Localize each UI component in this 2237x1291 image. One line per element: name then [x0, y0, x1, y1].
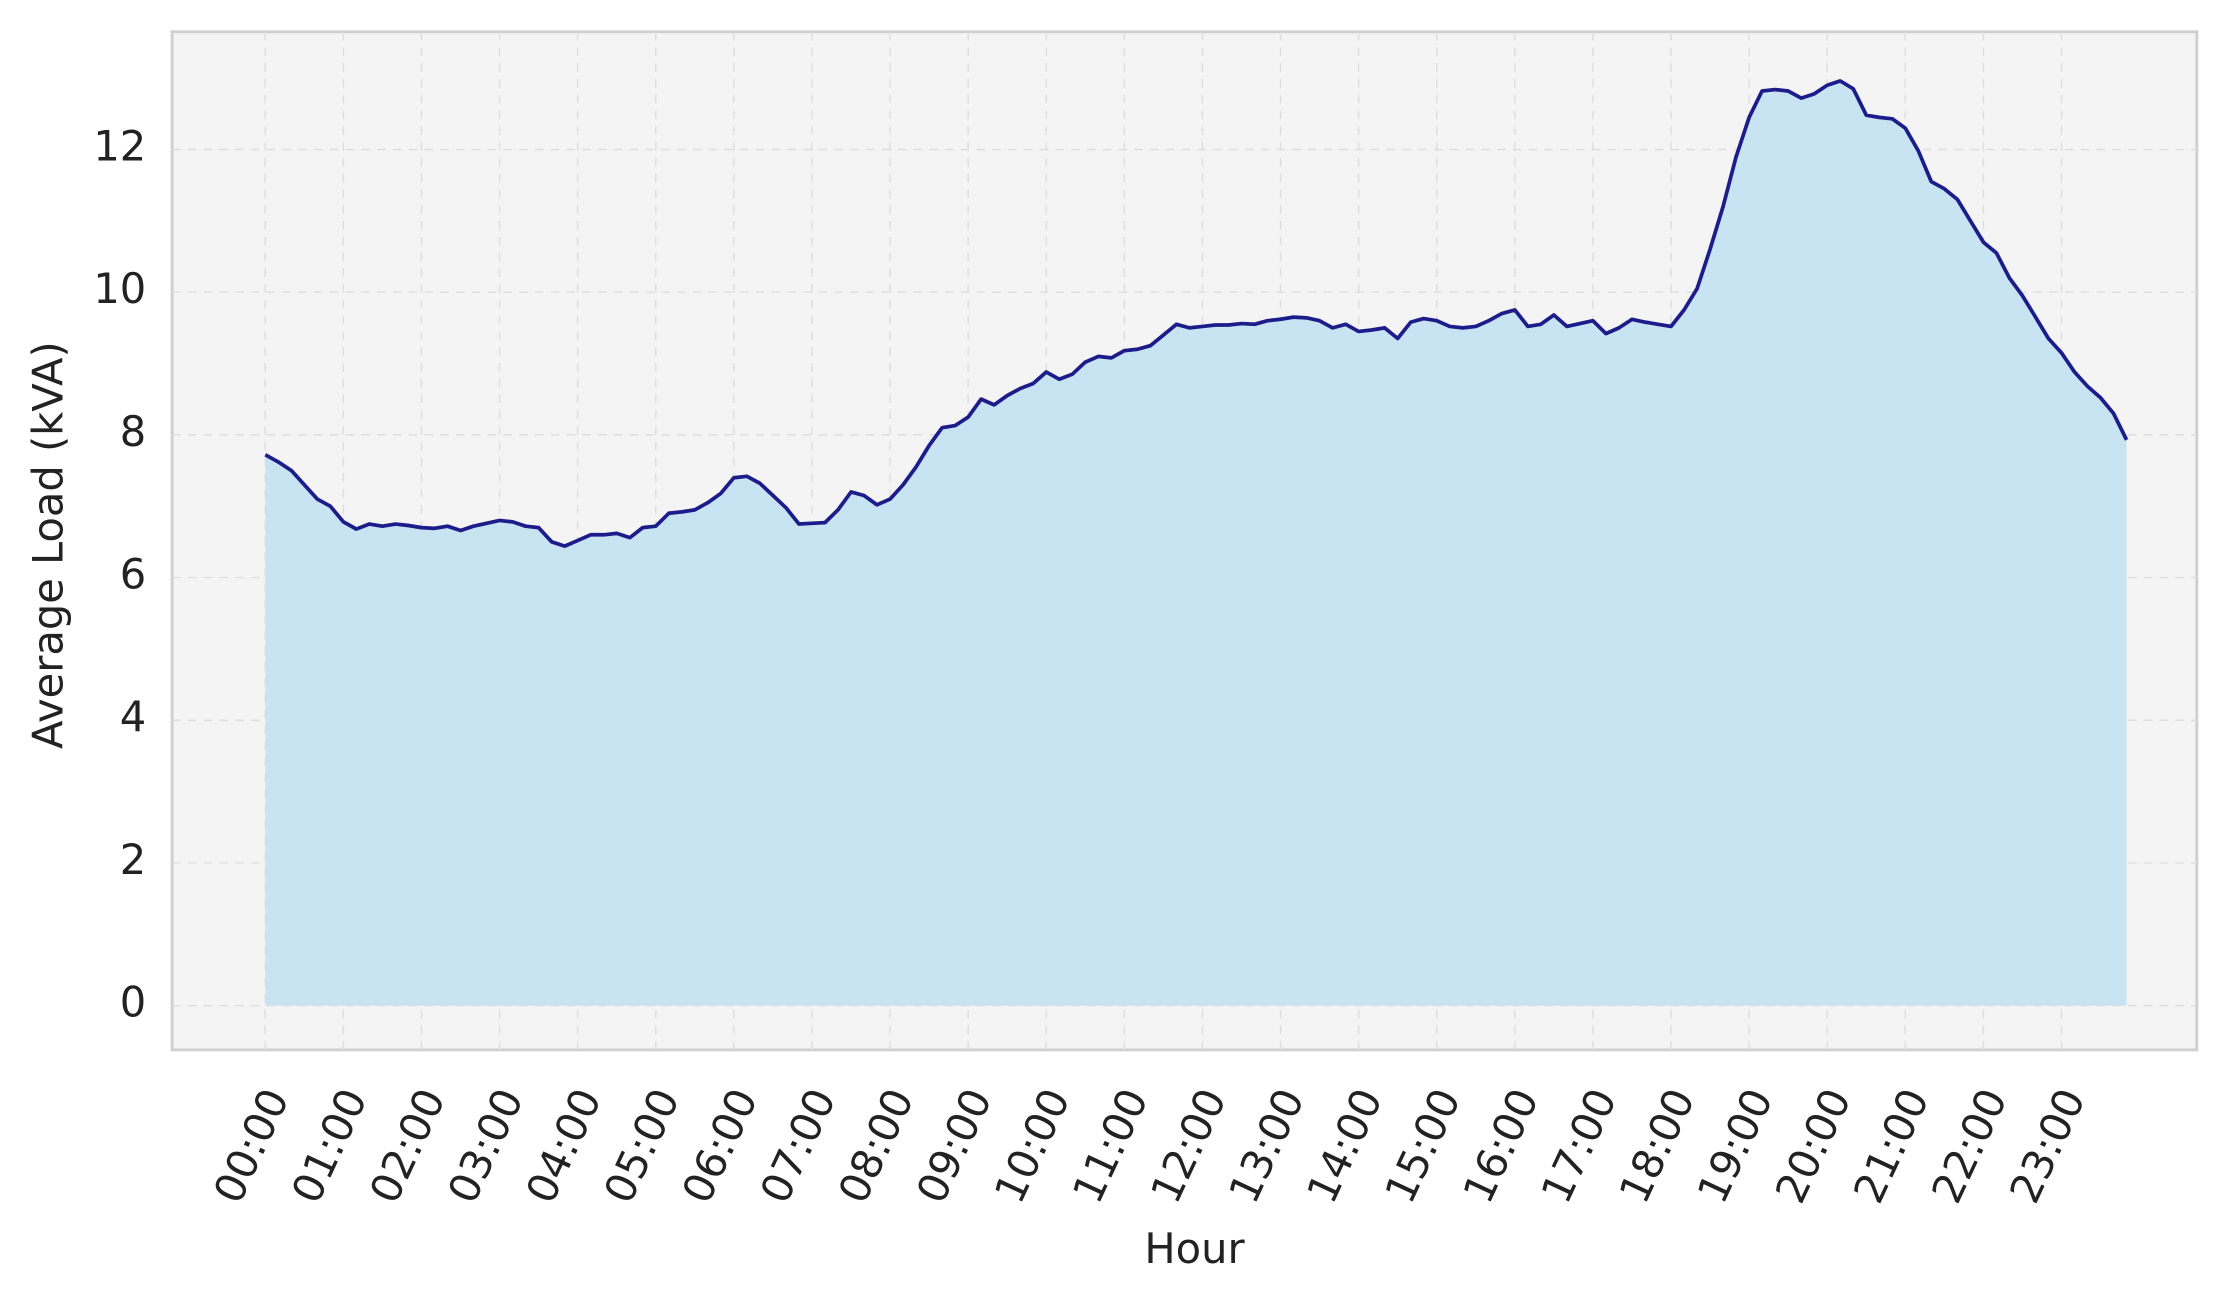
area	[265, 80, 2127, 1006]
y-tick-label: 12	[93, 121, 146, 170]
line	[264, 79, 2129, 548]
y-tick-label: 10	[93, 264, 146, 313]
y-tick-label: 0	[120, 978, 146, 1027]
x-axis-label: Hour	[1144, 1224, 1245, 1273]
y-tick-label: 6	[120, 550, 146, 599]
y-axis-label: Average Load (kVA)	[24, 341, 73, 749]
y-tick-label: 2	[120, 835, 146, 884]
y-tick-label: 4	[120, 692, 146, 741]
y-tick-label: 8	[120, 407, 146, 456]
